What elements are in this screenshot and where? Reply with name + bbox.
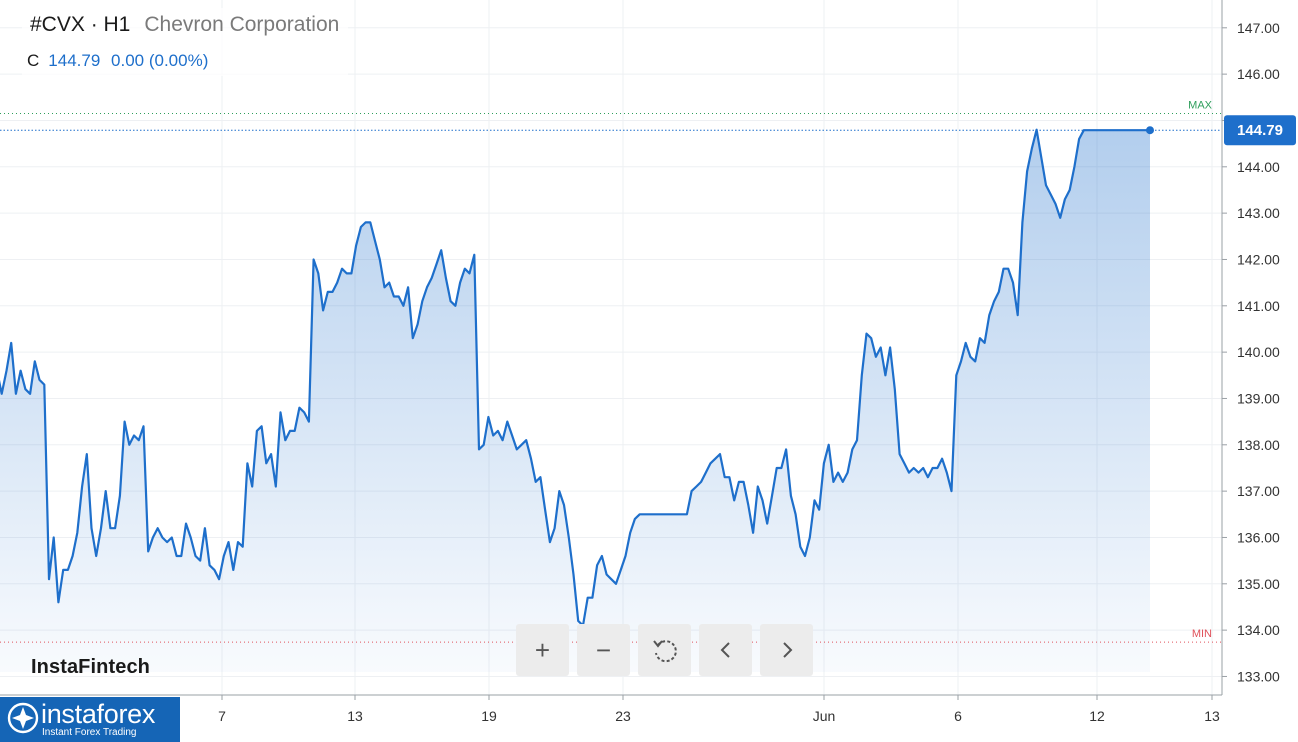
plus-icon: + — [534, 634, 551, 665]
reset-button[interactable] — [638, 624, 691, 676]
current-price-badge: 144.79 — [1224, 115, 1296, 146]
logo-name: instaforex — [41, 699, 156, 729]
scroll-right-button[interactable] — [760, 624, 813, 676]
instaforex-emblem-icon — [7, 702, 39, 734]
y-tick-label: 140.00 — [1237, 344, 1280, 360]
x-tick-label: 19 — [481, 708, 497, 724]
reset-icon — [652, 640, 677, 663]
change-value: 0.00 (0.00%) — [111, 51, 209, 70]
y-tick-label: 142.00 — [1237, 251, 1280, 267]
price-area — [0, 129, 1150, 672]
chevron-left-icon — [720, 642, 730, 658]
x-tick-label: 23 — [615, 708, 631, 724]
close-value: 144.79 — [48, 51, 101, 70]
x-tick-label: 12 — [1089, 708, 1105, 724]
y-tick-label: 138.00 — [1237, 437, 1280, 453]
scroll-left-button[interactable] — [699, 624, 752, 676]
zoom-in-button[interactable]: + — [516, 624, 569, 676]
y-tick-label: 137.00 — [1237, 483, 1280, 499]
company-name: Chevron Corporation — [144, 13, 340, 36]
y-tick-label: 147.00 — [1237, 20, 1280, 36]
chevron-right-icon — [782, 642, 792, 658]
y-tick-label: 144.00 — [1237, 159, 1280, 175]
chart-controls: + − — [516, 624, 813, 676]
symbol-line: #CVX · H1 Chevron Corporation — [30, 13, 339, 37]
x-tick-label: 13 — [347, 708, 363, 724]
logo-tagline: Instant Forex Trading — [42, 727, 137, 738]
y-tick-label: 136.00 — [1237, 529, 1280, 545]
y-tick-label: 135.00 — [1237, 576, 1280, 592]
y-tick-label: 143.00 — [1237, 205, 1280, 221]
x-tick-label: 13 — [1204, 708, 1220, 724]
x-tick-label: Jun — [813, 708, 836, 724]
y-tick-label: 134.00 — [1237, 622, 1280, 638]
price-line — [0, 128, 1150, 627]
current-price-badge-text: 144.79 — [1237, 122, 1283, 139]
symbol-label: #CVX · H1 — [30, 13, 131, 36]
time-axis[interactable]: 7 13 19 23 Jun 6 12 13 — [0, 694, 1222, 724]
y-tick-label: 139.00 — [1237, 390, 1280, 406]
zoom-out-button[interactable]: − — [577, 624, 630, 676]
y-tick-label: 141.00 — [1237, 298, 1280, 314]
y-tick-label: 133.00 — [1237, 668, 1280, 684]
instaforex-logo[interactable]: instaforex Instant Forex Trading — [0, 697, 180, 742]
minus-icon: − — [595, 634, 612, 665]
price-axis[interactable]: 133.00 134.00 135.00 136.00 137.00 138.00 139.… — [1221, 0, 1280, 695]
close-readout: C 144.79 0.00 (0.00%) — [27, 51, 208, 71]
y-tick-label: 146.00 — [1237, 66, 1280, 82]
x-tick-label: 6 — [954, 708, 962, 724]
min-label: MIN — [1192, 628, 1212, 640]
max-label: MAX — [1188, 100, 1213, 112]
chart-legend: #CVX · H1 Chevron Corporation C 144.79 0.0… — [22, 8, 348, 76]
instafintech-watermark: InstaFintech — [31, 656, 150, 678]
close-label: C — [27, 51, 40, 70]
x-tick-label: 7 — [218, 708, 226, 724]
last-price-dot — [1146, 126, 1154, 135]
